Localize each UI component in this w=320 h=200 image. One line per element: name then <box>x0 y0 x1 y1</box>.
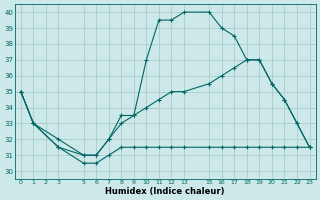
X-axis label: Humidex (Indice chaleur): Humidex (Indice chaleur) <box>106 187 225 196</box>
